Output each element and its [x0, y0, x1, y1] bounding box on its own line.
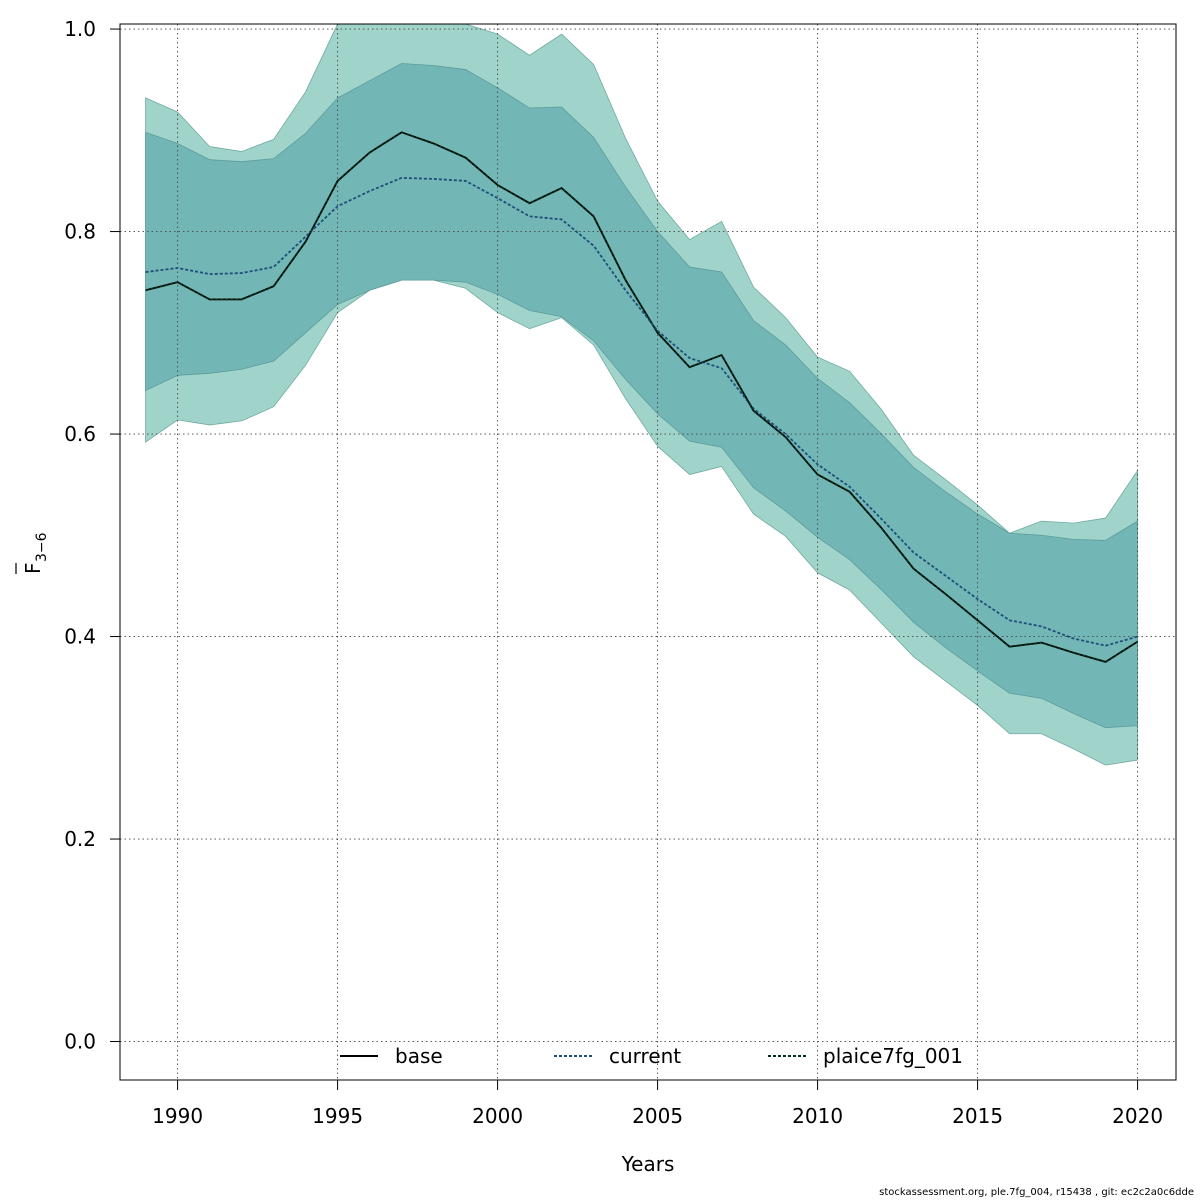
x-tick-label: 2015	[952, 1104, 1003, 1128]
x-tick-label: 2020	[1112, 1104, 1163, 1128]
y-tick-label: 1.0	[64, 17, 96, 41]
y-tick-label: 0.4	[64, 625, 96, 649]
series-lines	[145, 131, 1139, 663]
x-tick-label: 1995	[312, 1104, 363, 1128]
x-tick-label: 2005	[632, 1104, 683, 1128]
y-axis-label: F 3−6	[15, 532, 50, 574]
legend: base current plaice7fg_001	[340, 1044, 963, 1068]
grid-lines	[120, 24, 1176, 1080]
confidence-bands	[145, 24, 1138, 766]
ci-inner-band	[145, 63, 1138, 729]
y-tick-label: 0.6	[64, 422, 96, 446]
x-tick-label: 2000	[472, 1104, 523, 1128]
y-tick-label: 0.2	[64, 827, 96, 851]
y-tick-label: 0.8	[64, 220, 96, 244]
x-axis-label: Years	[621, 1152, 675, 1176]
footer-credit: stockassessment.org, ple.7fg_004, r15438…	[879, 1187, 1194, 1198]
x-tick-label: 1990	[152, 1104, 203, 1128]
legend-label-current: current	[609, 1044, 681, 1068]
legend-label-plaice7fg-001: plaice7fg_001	[823, 1044, 963, 1068]
y-axis-label-sub: 3−6	[34, 532, 50, 562]
axes: 1990 1995 2000 2005 2010 2015 2020 0.0 0.2 0.4 0.6…	[64, 17, 1177, 1128]
series-line-plaice7fg-001	[145, 131, 1139, 663]
plot-frame	[119, 23, 1177, 1081]
y-tick-label: 0.0	[64, 1030, 96, 1054]
x-tick-label: 2010	[792, 1104, 843, 1128]
legend-label-base: base	[395, 1044, 443, 1068]
y-axis-label-main: F	[21, 562, 45, 574]
